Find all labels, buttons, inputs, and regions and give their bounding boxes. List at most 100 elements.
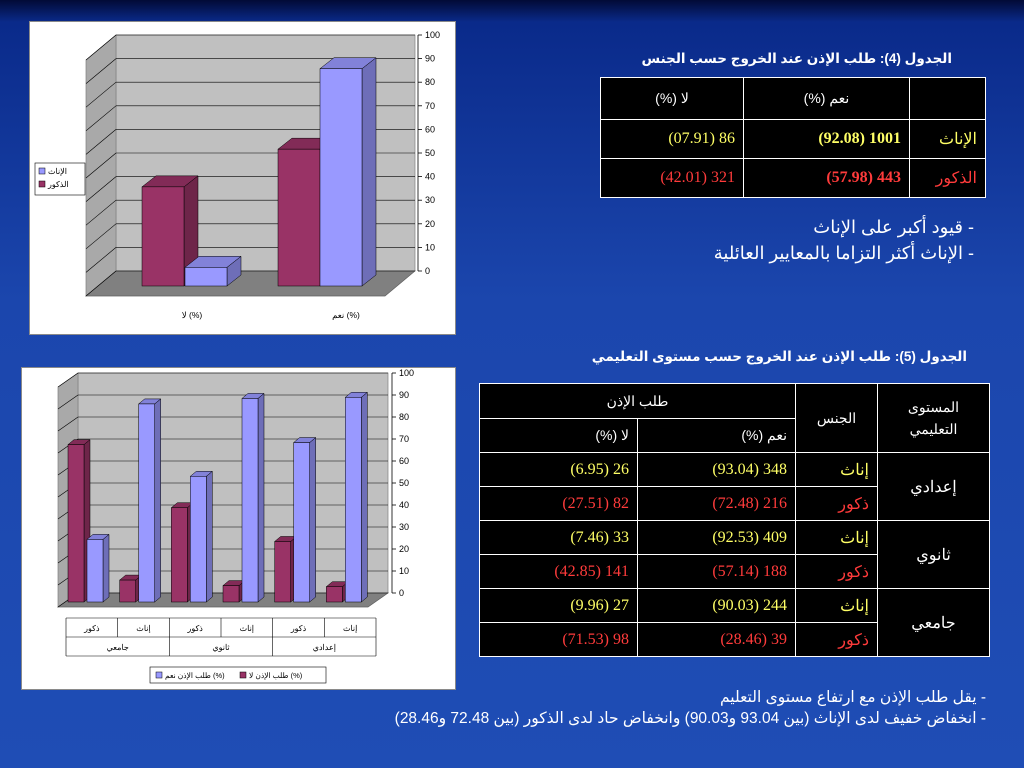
table4-row-female-label: الإناث <box>909 119 986 159</box>
y-tick-label-40: 40 <box>425 172 435 182</box>
table5-header-level: المستوى التعليمي <box>877 383 990 453</box>
note5-2: - انخفاض خفيف لدى الإناث (بين 93.04 و90.… <box>394 710 986 727</box>
y-tick-label-10: 10 <box>425 242 435 252</box>
y-tick-label-100: 100 <box>399 368 414 378</box>
y-tick-label-50: 50 <box>425 148 435 158</box>
table5-uni-female-gender: إناث <box>795 588 878 623</box>
chart-education: 0 10 20 30 40 50 60 70 80 90 100 ذكور إناث ذكور إناث ذك… <box>21 367 456 690</box>
gridline-side-20 <box>85 223 117 250</box>
chart-education-svg: 0 10 20 30 40 50 60 70 80 90 100 ذكور إناث ذكور إناث ذك… <box>56 368 414 684</box>
table5-header-yes: نعم (%) <box>637 418 796 453</box>
table5-level-preparatory: إعدادي <box>877 452 990 521</box>
bar-yes-1-side <box>154 398 161 603</box>
table5-notes: - يقل طلب الإذن مع ارتفاع مستوى التعليم … <box>395 687 986 729</box>
legend-swatch-0 <box>38 167 46 175</box>
table5-prep-female-gender: إناث <box>795 452 878 487</box>
y-tick-label-50: 50 <box>399 478 409 488</box>
table5-title: الجدول (5): طلب الإذن عند الخروج حسب مست… <box>591 349 967 364</box>
table4-row-male-no: 321 (42.01) <box>600 158 744 198</box>
table5-prep-male-gender: ذكور <box>795 486 878 521</box>
group-label-2: إعدادي <box>313 643 336 652</box>
bar-no-5 <box>326 586 343 603</box>
table4-row-female-yes: 1001 (92.08) <box>743 119 910 159</box>
bar-no-2 <box>171 507 188 603</box>
table5-header-permission: طلب الإذن <box>479 383 796 419</box>
bar-yes-2-side <box>206 470 213 603</box>
table5-header-gender: الجنس <box>795 383 878 453</box>
bar-male-0 <box>141 186 185 287</box>
y-tick-label-80: 80 <box>399 412 409 422</box>
x-label-5: إناث <box>343 624 357 633</box>
legend-label-no: طلب الإذن لا (%) <box>249 671 303 680</box>
legend-swatch-yes <box>155 671 163 679</box>
gridline-side-30 <box>85 199 117 226</box>
y-tick-label-90: 90 <box>425 54 435 64</box>
legend-label-0: الإناث <box>48 167 67 176</box>
y-tick-label-70: 70 <box>399 434 409 444</box>
legend-label-yes: طلب الإذن نعم (%) <box>165 671 225 680</box>
group-label-1: ثانوي <box>212 643 229 652</box>
group-label-0: جامعي <box>107 643 129 652</box>
bar-yes-3 <box>241 398 259 603</box>
table4-row-female-no: 86 (07.91) <box>600 119 744 159</box>
y-tick-label-70: 70 <box>425 101 435 111</box>
legend-swatch-no <box>239 671 247 679</box>
bar-yes-4-side <box>309 437 316 603</box>
table5-sec-male-gender: ذكور <box>795 554 878 589</box>
table5: المستوى التعليمي الجنس طلب الإذن نعم (%)… <box>479 383 990 657</box>
table5-header-no: لا (%) <box>479 418 638 453</box>
table4-header-yes: نعم (%) <box>743 77 910 120</box>
table5-uni-male-no: 98 (71.53) <box>479 622 638 657</box>
gridline-side-0 <box>85 270 117 297</box>
gridline-side-90 <box>57 394 79 410</box>
chart-gender: 0 10 20 30 40 50 60 70 80 90 100 لا (%) نعم (%) الإنا… <box>29 21 456 335</box>
table5-uni-female-no: 27 (9.96) <box>479 588 638 623</box>
table5-sec-female-yes: 409 (92.53) <box>637 520 796 555</box>
chart-gender-svg: 0 10 20 30 40 50 60 70 80 90 100 لا (%) نعم (%) الإنا… <box>34 30 440 321</box>
bar-no-0 <box>67 444 85 603</box>
table5-prep-male-no: 82 (27.51) <box>479 486 638 521</box>
table4-title: الجدول (4): طلب الإذن عند الخروج حسب الج… <box>641 51 953 66</box>
y-tick-label-60: 60 <box>399 456 409 466</box>
y-tick-label-30: 30 <box>399 522 409 532</box>
bar-male-1 <box>277 148 321 287</box>
y-tick-label-60: 60 <box>425 124 435 134</box>
x-label-3: إناث <box>240 624 254 633</box>
table4-header-empty <box>909 77 986 120</box>
table4: نعم (%) لا (%) الإناث 1001 (92.08) 86 (0… <box>600 77 986 198</box>
table5-prep-male-yes: 216 (72.48) <box>637 486 796 521</box>
y-tick-label-100: 100 <box>425 30 440 40</box>
table5-level-secondary: ثانوي <box>877 520 990 589</box>
x-label-2: ذكور <box>186 624 203 633</box>
x-label-0: ذكور <box>83 624 100 633</box>
table5-level-university: جامعي <box>877 588 990 657</box>
gridline-side-40 <box>85 176 117 202</box>
gridline-side-10 <box>85 247 117 273</box>
legend-swatch-1 <box>38 180 46 188</box>
table5-uni-female-yes: 244 (90.03) <box>637 588 796 623</box>
x-label-0: لا (%) <box>182 310 203 320</box>
bar-yes-0 <box>86 539 104 603</box>
bar-female-0 <box>184 267 228 287</box>
bar-yes-5 <box>345 397 362 603</box>
bar-yes-0-side <box>102 533 110 603</box>
gridline-side-50 <box>85 152 117 179</box>
gridline-side-90 <box>85 58 117 84</box>
table5-sec-female-gender: إناث <box>795 520 878 555</box>
y-tick-label-20: 20 <box>425 219 435 229</box>
bar-no-3 <box>222 585 240 603</box>
y-tick-label-40: 40 <box>399 500 409 510</box>
y-tick-label-20: 20 <box>399 544 409 554</box>
table5-prep-female-no: 26 (6.95) <box>479 452 638 487</box>
y-tick-label-0: 0 <box>399 588 404 598</box>
y-tick-label-80: 80 <box>425 77 435 87</box>
table4-row-male-yes: 443 (57.98) <box>743 158 910 198</box>
table5-uni-male-gender: ذكور <box>795 622 878 657</box>
table5-uni-male-yes: 39 (28.46) <box>637 622 796 657</box>
gridline-side-80 <box>85 81 117 108</box>
bar-yes-5-side <box>361 391 368 603</box>
x-label-1: نعم (%) <box>332 310 360 321</box>
y-tick-label-10: 10 <box>399 566 409 576</box>
table4-header-no: لا (%) <box>600 77 744 120</box>
y-tick-label-30: 30 <box>425 195 435 205</box>
